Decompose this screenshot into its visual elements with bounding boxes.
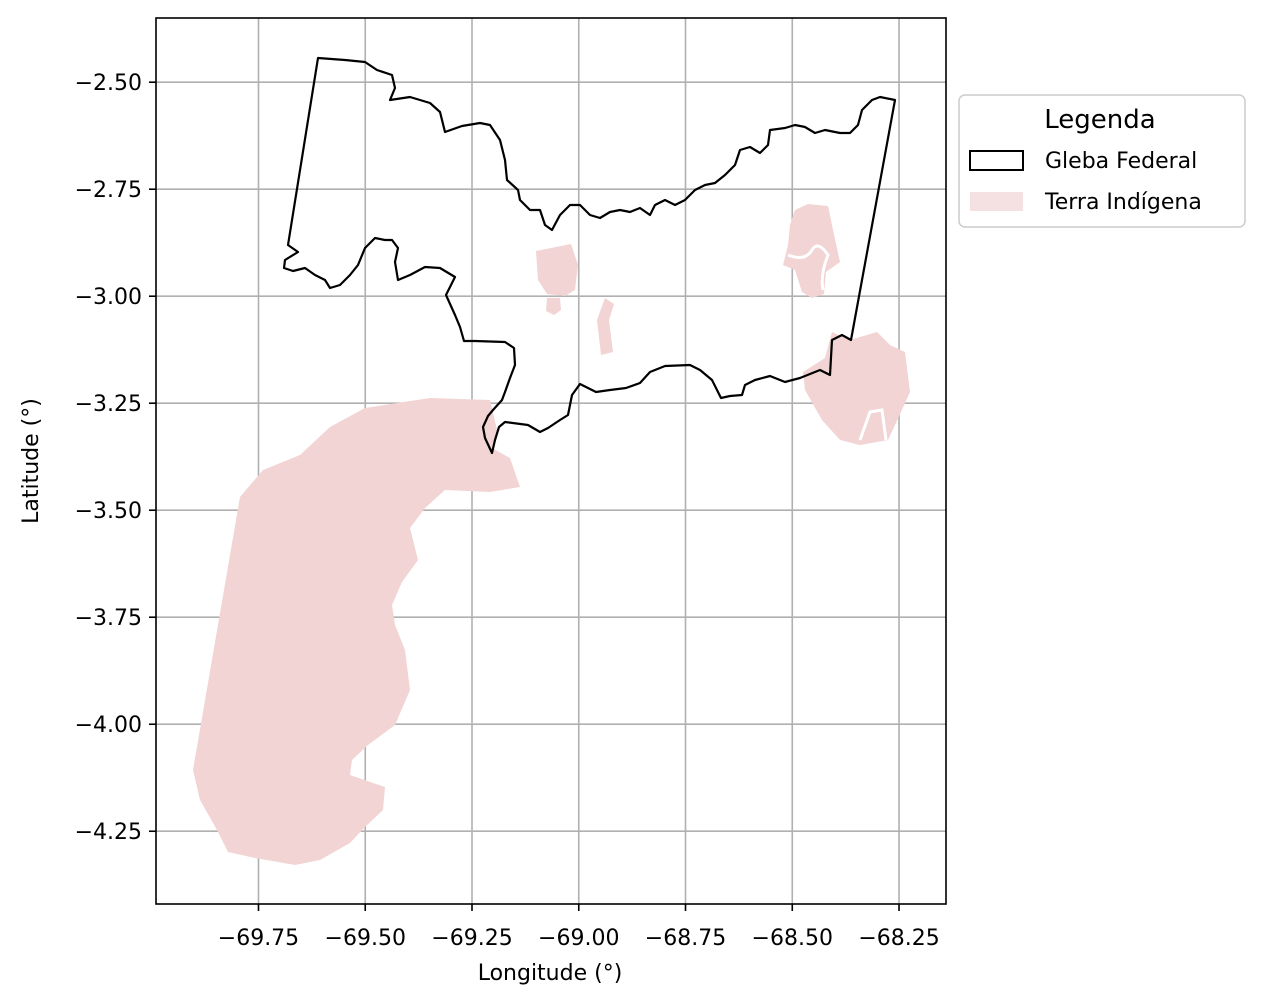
legend-swatch-terra-indigena — [970, 192, 1023, 211]
terra-indigena-river-east — [858, 408, 888, 441]
legend-box — [958, 94, 1246, 228]
y-tick-label: −3.50 — [75, 499, 142, 524]
x-axis-ticks: −69.75 −69.50 −69.25 −69.00 −68.75 −68.50 −68.… — [218, 904, 940, 951]
y-tick-label: −3.75 — [75, 606, 142, 631]
gleba-federal-layer — [282, 56, 897, 455]
terra-indigena-river-ne — [787, 244, 830, 291]
terra-indigena-center-2 — [546, 298, 561, 315]
y-tick-label: −3.00 — [75, 285, 142, 310]
y-tick-label: −2.50 — [75, 71, 142, 96]
axes-frame — [155, 17, 947, 905]
plot-area — [155, 17, 947, 905]
x-tick-label: −69.00 — [538, 926, 619, 951]
terra-indigena-center-3 — [597, 298, 614, 355]
x-tick-label: −68.75 — [645, 926, 726, 951]
legend: Legenda Gleba Federal Terra Indígena — [958, 94, 1246, 228]
x-tick-label: −68.25 — [858, 926, 939, 951]
terra-indigena-center-1 — [536, 244, 578, 296]
legend-title: Legenda — [1044, 105, 1155, 135]
x-axis-title: Longitude (°) — [478, 961, 623, 986]
y-tick-label: −2.75 — [75, 178, 142, 203]
y-tick-label: −4.00 — [75, 713, 142, 738]
x-tick-label: −69.50 — [325, 926, 406, 951]
terra-indigena-southwest — [193, 398, 520, 865]
y-tick-label: −4.25 — [75, 820, 142, 845]
x-tick-label: −69.25 — [431, 926, 512, 951]
legend-swatch-gleba-federal — [969, 150, 1024, 171]
x-tick-label: −68.50 — [752, 926, 833, 951]
y-axis-ticks: −2.50 −2.75 −3.00 −3.25 −3.50 −3.75 −4.00 −4.25 — [75, 71, 156, 845]
gleba-federal-outline — [282, 56, 897, 455]
x-tick-label: −69.75 — [218, 926, 299, 951]
y-tick-label: −3.25 — [75, 392, 142, 417]
legend-label-terra-indigena: Terra Indígena — [1044, 190, 1202, 215]
legend-label-gleba-federal: Gleba Federal — [1045, 149, 1197, 174]
y-axis-title: Latitude (°) — [19, 398, 44, 524]
